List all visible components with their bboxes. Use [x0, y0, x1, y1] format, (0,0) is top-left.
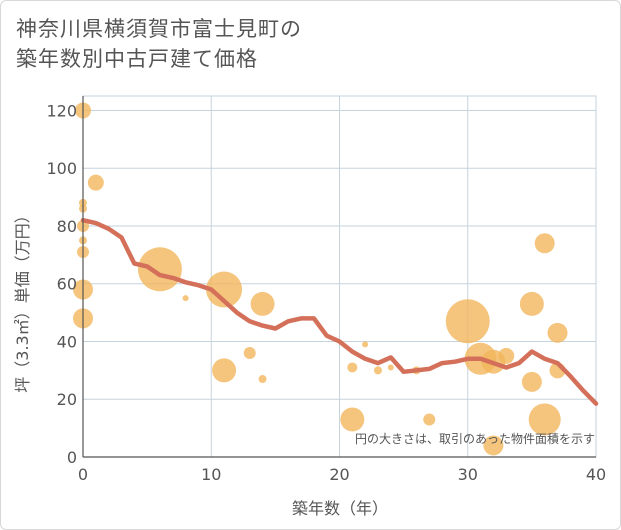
bubble — [258, 375, 267, 384]
bubble — [498, 347, 515, 364]
bubble — [340, 407, 365, 432]
bubble — [212, 358, 237, 383]
size-annotation: 円の大きさは、取引のあった物件面積を示す — [355, 431, 595, 446]
x-axis-label: 築年数（年） — [292, 499, 388, 518]
trend-line-layer — [80, 217, 599, 406]
x-tick-label: 40 — [586, 465, 606, 484]
y-tick-label: 100 — [46, 159, 77, 178]
chart-title-line1: 神奈川県横須賀市富士見町の — [16, 17, 302, 41]
y-tick-label: 40 — [57, 332, 77, 351]
bubble — [423, 413, 436, 426]
bubble — [534, 233, 555, 254]
y-tick-label: 60 — [57, 275, 77, 294]
bubble — [519, 291, 544, 316]
axes: 0 10 20 30 40 0 20 40 60 80 100 120 — [46, 96, 606, 484]
bubble — [387, 364, 394, 371]
bubbles — [73, 102, 568, 456]
bubble — [87, 174, 104, 191]
y-tick-label: 0 — [67, 448, 77, 467]
x-tick-label: 10 — [201, 465, 221, 484]
y-tick-label: 20 — [57, 390, 77, 409]
bubble — [528, 403, 561, 436]
trend-line — [80, 217, 599, 406]
bubble — [206, 271, 243, 308]
bubble — [547, 322, 568, 343]
x-tick-label: 0 — [78, 465, 88, 484]
x-tick-label: 30 — [458, 465, 478, 484]
bubble — [347, 362, 358, 373]
bubble — [373, 366, 382, 375]
grid — [82, 95, 597, 458]
bubble — [137, 247, 182, 292]
chart-title-line2: 築年数別中古戸建て価格 — [16, 47, 258, 71]
bubble — [445, 299, 490, 344]
bubble — [483, 435, 504, 456]
y-tick-label: 80 — [57, 217, 77, 236]
chart-title: 神奈川県横須賀市富士見町の 築年数別中古戸建て価格 — [16, 14, 302, 74]
bubble — [521, 371, 542, 392]
y-tick-label: 120 — [46, 101, 77, 120]
y-axis-label: 坪（3.3㎡）単価（万円） — [13, 207, 32, 392]
bubble — [362, 341, 369, 348]
x-tick-label: 20 — [329, 465, 349, 484]
bubble — [243, 347, 256, 360]
bubble — [250, 291, 275, 316]
bubble — [182, 295, 189, 302]
